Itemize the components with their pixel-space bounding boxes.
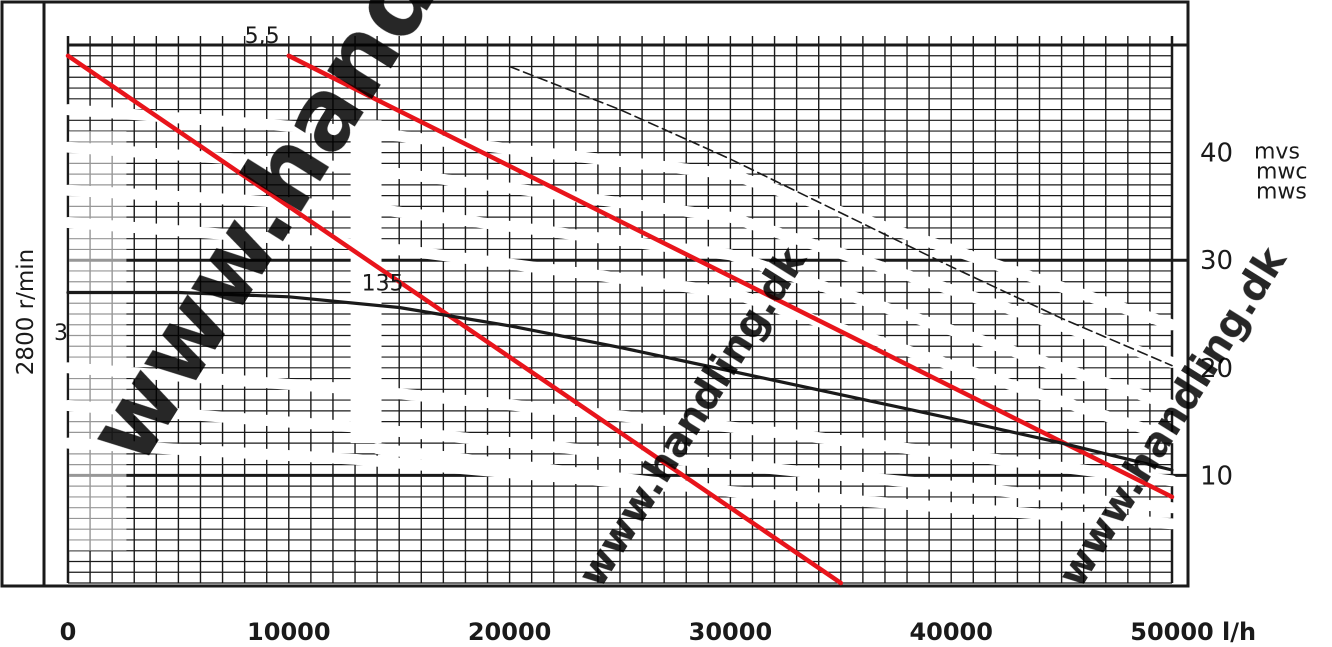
cover-band	[62, 400, 1178, 514]
x-tick-label: 10000	[247, 618, 331, 646]
series-curve-5.5	[508, 65, 1173, 367]
chart-frame	[0, 0, 1190, 588]
cover-band	[62, 104, 1178, 331]
x-tick-label: 0	[60, 618, 77, 646]
cover-band	[62, 217, 1178, 444]
cover-block	[69, 131, 127, 551]
series-marked-line-1	[65, 53, 844, 586]
series-curve-135	[66, 290, 1174, 472]
y-tick-label: 20	[1200, 354, 1233, 384]
x-axis-unit: l/h	[1222, 618, 1256, 646]
annotation-3: 3	[54, 321, 68, 346]
cover-band	[62, 437, 670, 492]
y-tick-label: 40	[1200, 139, 1233, 169]
y-unit-label: mvs	[1254, 140, 1300, 165]
x-tick-label: 30000	[689, 618, 773, 646]
y-unit-label: mws	[1256, 180, 1307, 205]
y-tick-label: 30	[1200, 246, 1233, 276]
cover-band	[62, 141, 1178, 368]
x-tick-label: 50000	[1130, 618, 1214, 646]
annotation-5-5: 5,5	[245, 24, 280, 49]
x-axis-ticks: 0 10000 20000 30000 40000 50000	[60, 618, 1214, 646]
cover-band	[371, 443, 1178, 530]
annotation-135: 135	[362, 271, 404, 296]
series-marked-line-2	[286, 53, 1175, 500]
cover-band	[62, 362, 1178, 487]
watermark: www.handling.dk www.handling.dk www.hand…	[65, 0, 1297, 595]
cover-bands	[62, 104, 1178, 551]
series-layer	[65, 53, 1175, 586]
x-tick-label: 40000	[909, 618, 993, 646]
cover-block	[350, 120, 382, 444]
cover-band	[62, 184, 1178, 411]
y-tick-label: 10	[1200, 461, 1233, 491]
speed-label: 2800 r/min	[13, 249, 39, 375]
y-unit-label: mwc	[1256, 160, 1308, 185]
y-axis-ticks: 10 20 30 40	[1200, 139, 1233, 492]
x-tick-label: 20000	[468, 618, 552, 646]
major-grid	[66, 36, 1188, 583]
